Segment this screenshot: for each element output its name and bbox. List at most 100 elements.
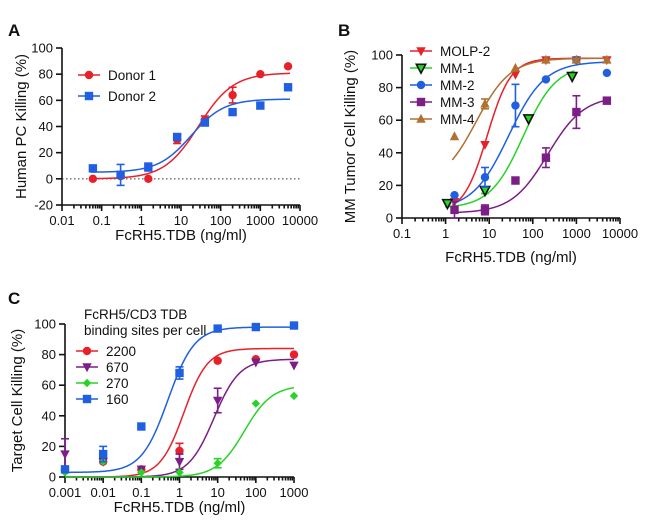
x-tick-label: 1000 (246, 213, 275, 228)
legend-label: MM-4 (440, 112, 475, 127)
series-160 (60, 321, 299, 474)
fit-curve (452, 98, 610, 214)
data-point (175, 368, 184, 378)
y-tick-label: 80 (42, 347, 56, 362)
legend-label: Donor 2 (108, 89, 156, 104)
legend-title: FcRH5/CD3 TDB (84, 307, 187, 322)
y-tick-label: 80 (39, 67, 53, 82)
data-point (200, 118, 210, 127)
legend: MOLP-2 MM-1 MM-2 MM-3 MM-4 (410, 44, 490, 127)
legend: Donor 1 Donor 2 (78, 68, 156, 104)
data-point (98, 449, 108, 459)
data-point (174, 458, 185, 467)
data-point (541, 153, 551, 162)
legend-marker (82, 394, 92, 404)
legend-label: 270 (106, 376, 129, 391)
y-tick-label: 60 (39, 93, 53, 108)
data-point (60, 465, 70, 474)
data-point (213, 324, 222, 333)
data-point (450, 190, 459, 200)
y-tick-label: 0 (386, 211, 393, 226)
y-tick-label: 20 (379, 178, 393, 193)
data-point (175, 446, 184, 456)
legend-label: 2200 (106, 344, 136, 359)
legend-label: Donor 1 (108, 68, 156, 83)
legend-marker (416, 47, 426, 57)
y-axis-label: Human PC Killing (%) (13, 54, 30, 199)
y-tick-label: 0 (46, 171, 53, 186)
y-tick-label: 40 (42, 408, 56, 423)
legend-label: 160 (106, 392, 129, 407)
x-tick-label: 100 (522, 226, 544, 241)
y-tick-label: 20 (42, 439, 56, 454)
data-point (289, 391, 299, 401)
data-point (480, 140, 490, 150)
x-axis-label: FcRH5.TDB (ng/ml) (114, 499, 246, 516)
series-Donor 2 (88, 83, 293, 187)
series-MM-3 (450, 94, 612, 219)
legend-marker (414, 63, 428, 75)
x-tick-label: 10 (482, 226, 496, 241)
y-tick-label: 60 (379, 113, 393, 128)
data-point (449, 131, 460, 141)
panel-letter: A (8, 21, 20, 40)
data-point (175, 468, 184, 477)
data-point (212, 396, 223, 406)
data-point (213, 356, 222, 365)
data-point (510, 70, 521, 80)
legend-marker (82, 363, 92, 373)
x-tick-label: 10 (210, 485, 224, 500)
data-point (251, 322, 261, 332)
data-point (511, 101, 520, 110)
data-point (541, 75, 551, 84)
fit-curve (452, 61, 610, 205)
data-point (251, 358, 261, 368)
data-point (88, 164, 98, 173)
data-point (283, 62, 293, 71)
x-tick-label: 10 (174, 213, 188, 228)
legend-label: 670 (106, 360, 129, 375)
legend-label: MOLP-2 (440, 44, 490, 59)
x-tick-label: 0.1 (93, 213, 111, 228)
data-point (511, 176, 520, 185)
x-tick-label: 1 (176, 485, 183, 500)
y-tick-label: 100 (31, 41, 53, 56)
data-point (228, 90, 237, 100)
legend-marker (82, 346, 92, 356)
legend-title: binding sites per cell (84, 323, 206, 338)
axes (56, 47, 301, 211)
x-tick-label: 1000 (562, 226, 591, 241)
data-point (541, 54, 551, 64)
y-tick-label: 80 (379, 80, 393, 95)
x-tick-label: 100 (210, 213, 232, 228)
x-tick-label: 1000 (280, 485, 309, 500)
data-point (602, 54, 612, 64)
data-point (441, 198, 454, 211)
series-MM-4 (449, 54, 612, 161)
y-axis-label: MM Tumor Cell Killing (%) (342, 50, 359, 223)
legend-marker (84, 70, 94, 80)
panel-C: C0.001 0.01 0.1 1 10 100 1000020406080100FcRH5… (8, 289, 308, 516)
data-point (572, 107, 581, 117)
data-point (88, 174, 98, 184)
data-point (251, 399, 261, 408)
x-tick-label: 1 (442, 226, 449, 241)
data-point (116, 170, 125, 180)
data-point (213, 459, 222, 468)
x-tick-label: 0.1 (393, 226, 411, 241)
data-point (450, 205, 459, 215)
axes (396, 54, 621, 224)
data-point (602, 96, 612, 105)
y-tick-label: 0 (49, 470, 56, 485)
data-point (480, 173, 490, 182)
data-point (60, 450, 70, 460)
legend-marker (416, 97, 426, 107)
data-point (144, 162, 153, 172)
data-point (480, 205, 490, 215)
legend-label: MM-3 (440, 95, 475, 110)
series-MM-2 (450, 55, 612, 205)
data-point (144, 174, 153, 184)
legend-label: MM-2 (440, 78, 475, 93)
